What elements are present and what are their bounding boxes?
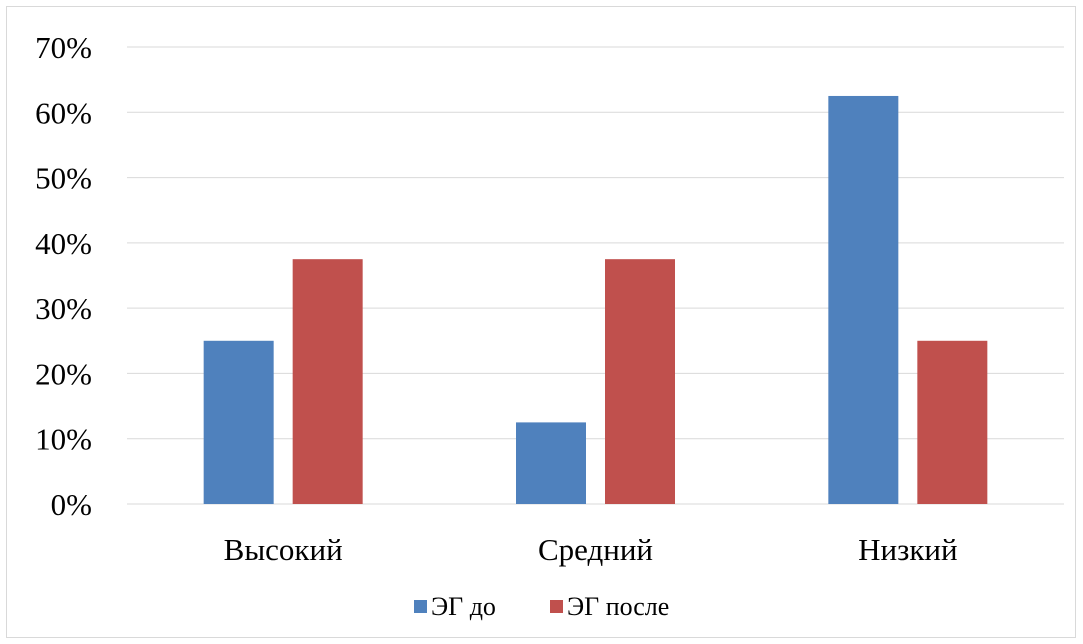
chart-container: 0% 10% 20% 30% 40% 50% 60% 70% Высокий Средний Ни… [6,6,1076,638]
y-tick-label: 70% [35,30,92,65]
legend-label-1: ЭГ после [567,592,669,621]
bar-eg-posle-1 [605,259,675,504]
bar-eg-do-1 [516,422,586,504]
x-axis-tick-labels: Высокий Средний Низкий [224,532,958,567]
bar-chart: 0% 10% 20% 30% 40% 50% 60% 70% Высокий Средний Ни… [35,30,1064,621]
legend-swatch-1 [550,600,563,613]
y-tick-label: 40% [35,226,92,261]
x-tick-label: Средний [538,532,653,567]
x-tick-label: Высокий [224,532,343,567]
x-tick-label: Низкий [858,532,957,567]
legend-swatch-0 [414,600,427,613]
y-tick-label: 60% [35,95,92,130]
bar-eg-do-0 [203,340,274,504]
y-tick-label: 30% [35,291,92,326]
gridlines [127,46,1064,505]
y-tick-label: 50% [35,161,92,196]
bar-eg-posle-2 [917,340,988,504]
y-tick-label: 0% [51,487,92,522]
bar-eg-do-2 [828,95,899,504]
legend: ЭГ до ЭГ после [414,592,669,621]
y-tick-label: 20% [35,356,92,391]
legend-label-0: ЭГ до [431,592,496,621]
bar-eg-posle-0 [292,259,363,504]
y-tick-label: 10% [35,422,92,457]
y-axis-tick-labels: 0% 10% 20% 30% 40% 50% 60% 70% [35,30,92,522]
bars [203,95,988,504]
